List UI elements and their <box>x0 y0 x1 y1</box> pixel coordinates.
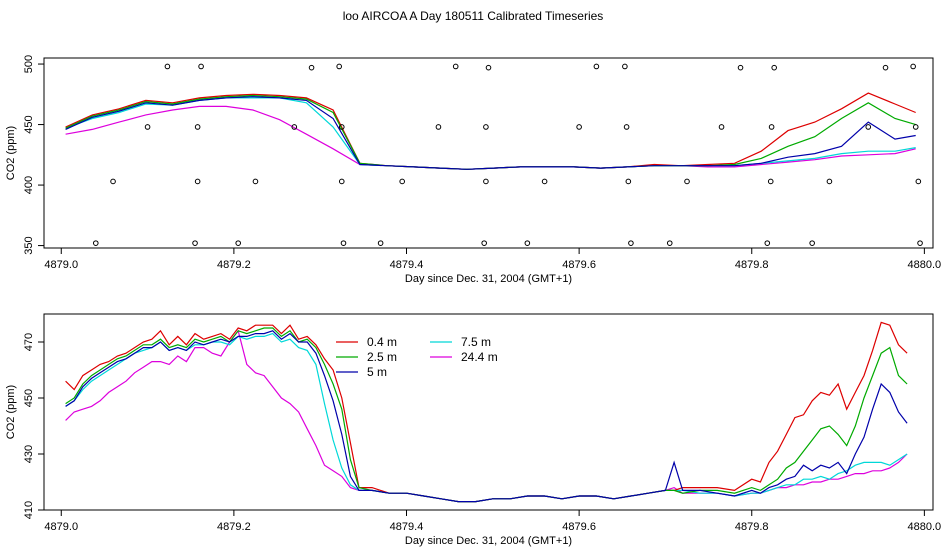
plot-frame <box>43 57 934 249</box>
x-tick-label: 4880.0 <box>908 521 942 533</box>
x-tick-label: 4879.4 <box>390 259 424 271</box>
marker-point <box>92 240 99 246</box>
marker-point <box>576 124 582 130</box>
marker-point <box>291 124 298 130</box>
marker-point <box>912 124 919 130</box>
x-axis-label: Day since Dec. 31, 2004 (GMT+1) <box>405 535 572 547</box>
marker-point <box>110 178 116 185</box>
y-axis-label: CO2 (ppm) <box>5 385 17 439</box>
marker-point <box>666 240 673 246</box>
marker-point <box>377 240 384 246</box>
marker-point <box>481 240 487 246</box>
x-axis-label: Day since Dec. 31, 2004 (GMT+1) <box>405 273 572 285</box>
marker-point <box>915 178 922 185</box>
x-tick-label: 4879.4 <box>390 521 424 533</box>
y-tick-label: 430 <box>23 445 35 463</box>
legend-label: 24.4 m <box>461 350 498 364</box>
marker-point <box>623 124 630 130</box>
y-axis-label: CO2 (ppm) <box>5 126 17 180</box>
bottom-panel: 4879.0 4879.2 4879.4 4879.6 4879.8 4880.0 410 4… <box>5 313 942 547</box>
marker-point <box>338 178 345 185</box>
y-tick-label: 470 <box>23 333 35 351</box>
marker-point <box>718 124 725 130</box>
marker-point <box>483 178 489 185</box>
marker-point <box>336 63 342 70</box>
marker-point <box>452 63 459 70</box>
marker-point <box>144 124 151 130</box>
marker-point <box>625 178 632 185</box>
series-line-5-mm <box>65 96 916 170</box>
marker-point <box>768 124 775 130</box>
x-tick-label: 4879.8 <box>735 259 769 271</box>
marker-point <box>485 64 492 71</box>
top-panel: 4879.0 4879.2 4879.4 4879.6 4879.8 4880.0 350 4… <box>5 55 941 285</box>
y-tick-label: 400 <box>23 176 35 194</box>
x-tick-label: 4879.6 <box>562 521 596 533</box>
marker-point <box>541 178 548 185</box>
marker-point <box>917 240 923 246</box>
marker-point <box>684 178 690 185</box>
marker-point <box>194 124 201 130</box>
legend-label: 5 m <box>367 365 387 379</box>
figure-title: loo AIRCOA A Day 180511 Calibrated Times… <box>343 9 604 23</box>
marker-point <box>524 240 531 246</box>
x-tick-label: 4879.2 <box>217 259 251 271</box>
legend-label: 0.4 m <box>367 335 397 349</box>
y-tick-label: 500 <box>23 55 35 73</box>
marker-point <box>628 240 634 246</box>
plot-frame <box>43 313 934 511</box>
marker-point <box>192 240 198 246</box>
series-line-7-5-mm <box>65 97 916 170</box>
x-tick-label: 4879.8 <box>735 521 769 533</box>
legend-label: 2.5 m <box>367 350 397 364</box>
marker-point <box>910 63 916 70</box>
marker-point <box>737 64 744 71</box>
y-tick-label: 450 <box>23 389 35 407</box>
series-line-2-5-mm <box>65 94 916 170</box>
marker-point <box>435 124 442 130</box>
marker-point <box>771 64 777 71</box>
legend-label: 7.5 m <box>461 335 491 349</box>
marker-point <box>826 178 833 185</box>
marker-point <box>164 63 171 70</box>
marker-point <box>338 124 345 130</box>
series-line-5-mm <box>65 330 908 503</box>
x-tick-label: 4879.0 <box>44 521 78 533</box>
x-tick-label: 4880.0 <box>908 259 942 271</box>
marker-point <box>399 178 405 185</box>
marker-point <box>194 178 201 185</box>
marker-point <box>593 63 600 70</box>
marker-point <box>764 240 771 246</box>
marker-point <box>882 64 889 71</box>
marker-point <box>340 240 347 246</box>
y-tick-label: 350 <box>23 236 35 254</box>
marker-point <box>622 63 628 70</box>
marker-point <box>308 64 315 71</box>
marker-point <box>483 124 489 130</box>
x-tick-label: 4879.2 <box>217 521 251 533</box>
marker-point <box>767 178 774 185</box>
x-tick-label: 4879.0 <box>44 259 78 271</box>
marker-point <box>198 63 204 70</box>
marker-point <box>809 240 815 246</box>
marker-point <box>235 240 241 246</box>
x-tick-label: 4879.6 <box>562 259 596 271</box>
marker-point <box>865 124 872 130</box>
y-tick-label: 410 <box>23 501 35 519</box>
series-line-0-4-mm <box>65 92 916 170</box>
y-tick-label: 450 <box>23 115 35 133</box>
marker-point <box>252 178 259 185</box>
series-line-24-4-mm <box>65 105 916 170</box>
